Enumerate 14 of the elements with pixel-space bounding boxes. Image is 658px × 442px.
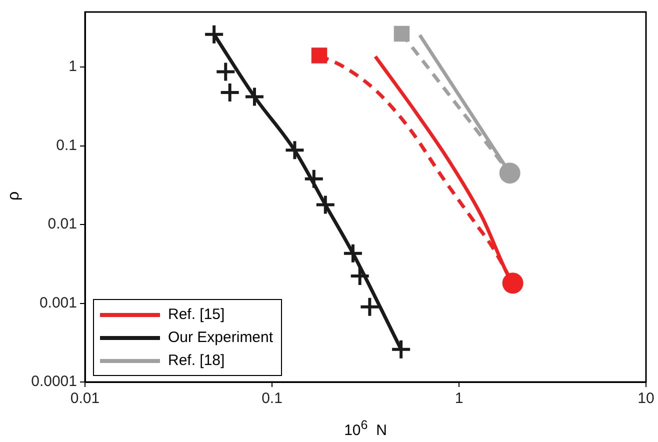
y-axis-title: ρ [6,191,24,201]
y-tick-label: 1 [68,58,77,76]
legend-label: Our Experiment [168,329,274,346]
x-tick-label: 10 [638,390,654,408]
y-tick-label: 0.1 [56,136,77,154]
x-tick-label: 0.01 [70,390,100,408]
y-tick-label: 0.001 [39,294,77,312]
x-tick-label: 0.1 [262,390,282,408]
y-tick-label: 0.0001 [31,373,77,390]
x-tick-label: 1 [454,390,464,408]
y-tick-label: 0.01 [48,216,77,233]
legend-label: Ref. [18] [168,352,225,369]
x-axis-title: 10$^{6}$ N [343,418,388,439]
legend-label: Ref. [15] [168,306,225,323]
